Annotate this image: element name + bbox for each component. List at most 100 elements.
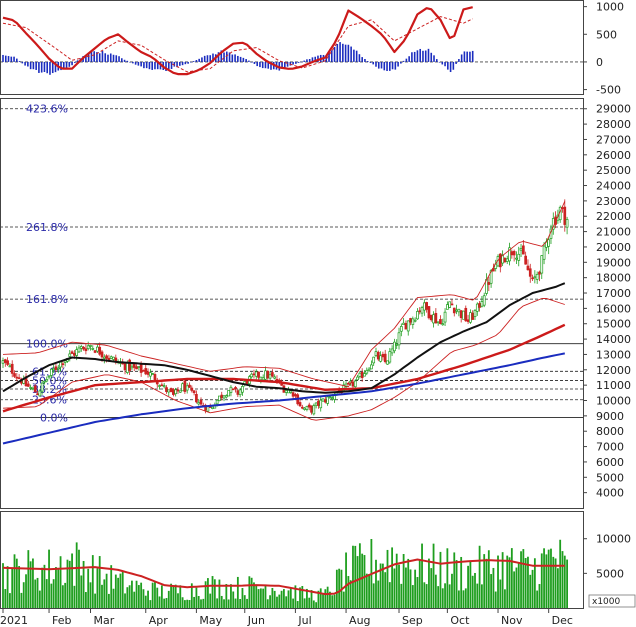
volume-bar: [462, 590, 465, 608]
x-tick-label: Feb: [52, 614, 71, 627]
candle-body: [291, 392, 295, 397]
volume-bar: [510, 548, 513, 608]
candle-body: [195, 393, 198, 403]
volume-bar: [423, 582, 426, 608]
volume-bar: [345, 552, 347, 608]
macd-histogram-bar: [145, 61, 148, 69]
candle-body: [528, 268, 532, 277]
volume-bar: [223, 599, 225, 608]
candle-body: [29, 387, 32, 389]
macd-histogram-bar: [96, 52, 98, 62]
candle-body: [40, 382, 44, 392]
volume-bar: [25, 574, 27, 608]
volume-bar: [255, 586, 258, 608]
volume-bar: [312, 600, 315, 608]
macd-histogram-bar: [411, 52, 413, 62]
macd-histogram-bar: [87, 53, 90, 62]
volume-bar: [405, 567, 407, 608]
volume-bar: [110, 565, 113, 608]
price-tick-label: 28000: [596, 118, 631, 131]
candle-body: [86, 345, 90, 350]
volume-bar: [460, 556, 463, 608]
candle-body: [397, 332, 401, 346]
macd-histogram-bar: [220, 50, 223, 62]
macd-histogram-bar: [109, 53, 112, 62]
volume-average-line: [2, 558, 565, 596]
candle-body: [15, 376, 19, 379]
volume-bar: [421, 543, 423, 608]
volume-bar: [66, 559, 69, 608]
macd-histogram-bar: [405, 58, 408, 62]
macd-histogram-bar: [51, 61, 54, 74]
macd-histogram-bar: [129, 61, 131, 63]
candle-body: [91, 348, 95, 350]
macd-histogram-bar: [107, 54, 109, 62]
candle-body: [441, 323, 445, 326]
volume-bar: [167, 590, 170, 608]
macd-histogram-bar: [123, 59, 126, 62]
macd-histogram-bar: [137, 61, 140, 66]
macd-histogram-bar: [430, 52, 433, 62]
price-tick-label: 4000: [596, 487, 624, 500]
macd-histogram-bar: [458, 59, 460, 62]
volume-bar: [186, 599, 189, 608]
volume-bar: [352, 545, 354, 608]
macd-histogram-bar: [377, 61, 380, 69]
macd-line: [2, 6, 473, 76]
macd-histogram-bar: [43, 61, 46, 73]
macd-tick-label: -500: [596, 84, 621, 97]
volume-bar: [225, 584, 228, 608]
candle-body: [165, 387, 168, 392]
volume-bar: [434, 574, 437, 608]
volume-bar: [6, 566, 9, 608]
macd-histogram-bar: [13, 56, 15, 62]
volume-bar: [280, 590, 283, 608]
volume-bar: [319, 588, 322, 608]
volume-bar: [276, 596, 278, 608]
volume-bar: [425, 584, 428, 608]
candle-body: [222, 395, 226, 399]
candle-body: [342, 384, 346, 391]
candle-body: [390, 348, 394, 354]
volume-bar: [179, 585, 182, 608]
candle-body: [153, 374, 157, 381]
candle-body: [305, 406, 309, 410]
volume-bar: [108, 593, 110, 608]
candle-body: [519, 248, 523, 251]
candle-body: [268, 374, 272, 379]
candle-body: [142, 370, 145, 372]
candle-body: [227, 390, 230, 397]
macd-histogram-bar: [65, 61, 68, 68]
macd-histogram-bar: [71, 61, 73, 66]
candle-body: [132, 363, 136, 368]
candle-body: [188, 384, 191, 388]
macd-histogram-bar: [284, 61, 286, 69]
candle-body: [45, 379, 49, 382]
macd-histogram-bar: [330, 50, 333, 62]
candle-body: [459, 310, 463, 319]
candle-body: [347, 382, 350, 385]
volume-bar: [552, 556, 555, 608]
macd-histogram-bar: [76, 60, 79, 62]
volume-bar: [57, 567, 60, 608]
candle-body: [521, 245, 525, 255]
macd-histogram-bar: [375, 61, 377, 67]
volume-bar: [43, 564, 46, 608]
candle-body: [238, 389, 242, 396]
candle-body: [112, 356, 115, 360]
macd-histogram-bar: [471, 50, 474, 62]
macd-histogram-bar: [206, 55, 209, 62]
macd-histogram-bar: [250, 61, 253, 63]
candle-body: [386, 360, 389, 365]
volume-bar: [48, 549, 50, 608]
candle-body: [109, 356, 113, 359]
candle-body: [446, 304, 449, 310]
candle-body: [538, 271, 541, 275]
volume-bar: [188, 600, 191, 608]
volume-bar: [550, 548, 552, 608]
x-tick-label: Sep: [402, 614, 423, 627]
volume-bar: [441, 588, 444, 608]
candle-body: [241, 386, 244, 393]
volume-bar: [278, 594, 281, 608]
candle-body: [31, 387, 35, 390]
